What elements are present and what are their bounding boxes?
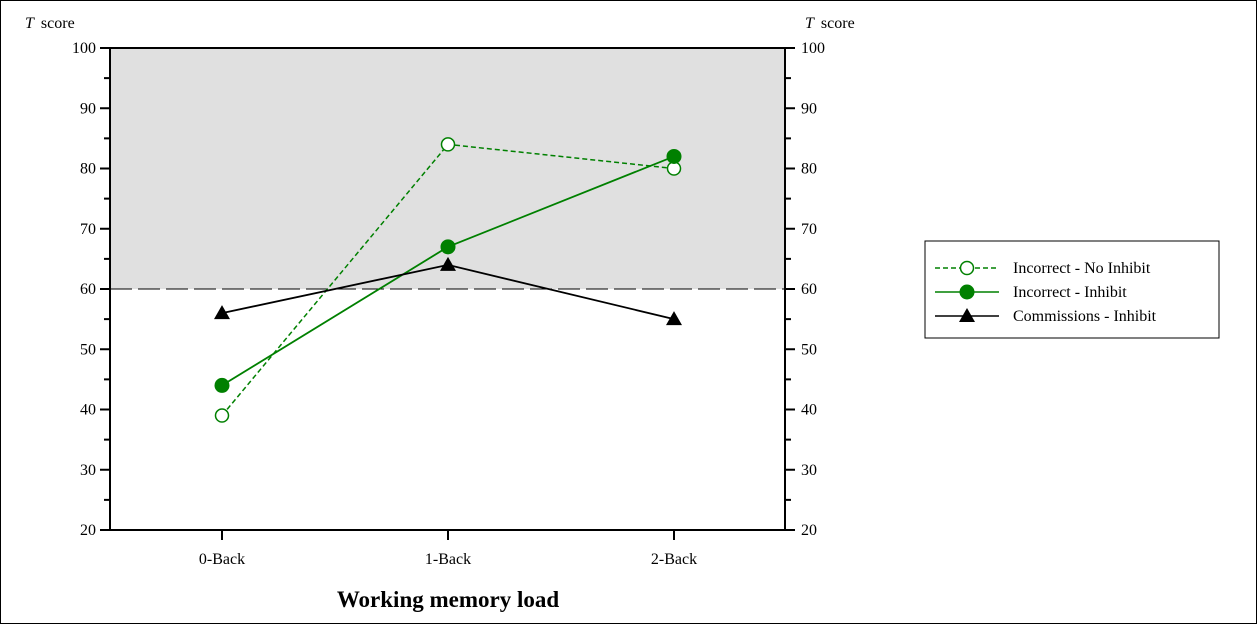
data-point: [440, 256, 456, 271]
y-tick-label-right: 100: [801, 40, 825, 57]
y-tick-label-left: 40: [80, 402, 96, 419]
data-point: [440, 239, 456, 255]
y-tick-label-right: 80: [801, 161, 817, 178]
y-tick-label-left: 100: [72, 40, 96, 57]
axes: 20 20 30 30 40 40 50 50 60 60 70 70 80 80 90 90 100 100 0-…: [72, 40, 825, 568]
legend-label: Incorrect - Inhibit: [1013, 284, 1127, 301]
legend-item: Incorrect - No Inhibit: [935, 260, 1151, 277]
y-tick-label-right: 90: [801, 100, 817, 117]
y-tick-label-right: 50: [801, 341, 817, 358]
x-axis-title: Working memory load: [337, 587, 560, 612]
y-axis-left-title: T score: [25, 15, 75, 32]
y-tick-label-left: 90: [80, 100, 96, 117]
y-tick-label-left: 60: [80, 281, 96, 298]
data-point: [440, 137, 456, 152]
y-tick-label-right: 60: [801, 281, 817, 298]
legend: Incorrect - No Inhibit Incorrect - Inhibi…: [924, 240, 1220, 339]
legend-label: Commissions - Inhibit: [1013, 308, 1157, 325]
legend-marker: [959, 308, 975, 322]
series-layer: [214, 137, 682, 423]
legend-marker: [959, 260, 975, 276]
legend-item: Commissions - Inhibit: [935, 308, 1157, 325]
data-point: [214, 408, 230, 423]
y-tick-label-left: 70: [80, 221, 96, 238]
series-1: [214, 137, 682, 423]
data-point: [214, 305, 230, 320]
x-tick-label: 1-Back: [425, 551, 471, 568]
y-tick-label-left: 30: [80, 462, 96, 479]
y-tick-label-left: 20: [80, 522, 96, 539]
data-point: [666, 311, 682, 326]
y-tick-label-right: 40: [801, 402, 817, 419]
data-point: [666, 148, 682, 164]
y-tick-label-left: 50: [80, 341, 96, 358]
legend-label: Incorrect - No Inhibit: [1013, 260, 1151, 277]
series-3: [214, 256, 682, 326]
y-tick-label-left: 80: [80, 161, 96, 178]
legend-item: Incorrect - Inhibit: [935, 284, 1127, 301]
y-tick-label-right: 20: [801, 522, 817, 539]
series-2: [214, 148, 682, 393]
data-point: [214, 377, 230, 393]
y-tick-label-right: 70: [801, 221, 817, 238]
legend-marker: [959, 284, 975, 300]
y-tick-label-right: 30: [801, 462, 817, 479]
y-axis-right-title: T score: [805, 15, 855, 32]
x-tick-label: 2-Back: [651, 551, 697, 568]
x-tick-label: 0-Back: [199, 551, 245, 568]
